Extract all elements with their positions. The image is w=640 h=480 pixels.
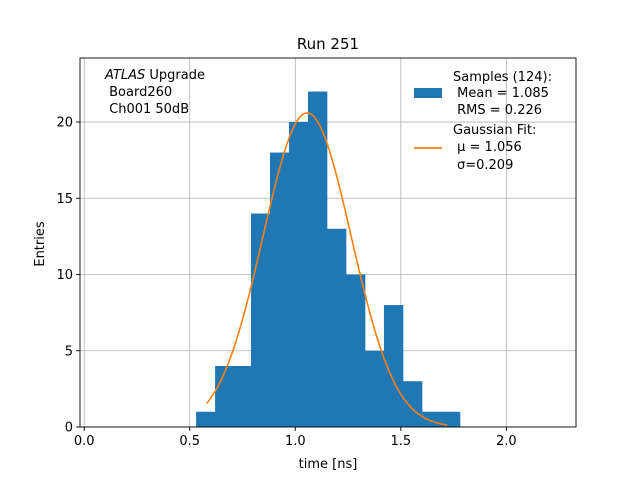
- legend-samples-title: Samples (124):: [453, 70, 552, 85]
- histogram-bar: [364, 350, 385, 427]
- histogram-bar: [307, 91, 328, 427]
- legend-samples-mean: Mean = 1.085: [453, 86, 549, 101]
- legend-fit-title: Gaussian Fit:: [453, 123, 536, 138]
- axes-frame: [79, 57, 577, 428]
- y-tick-label: 15: [56, 192, 73, 207]
- histogram-bar: [421, 411, 442, 427]
- atlas-upgrade: Upgrade: [145, 68, 205, 83]
- y-axis-label: Entries: [33, 221, 48, 267]
- histogram-bar: [326, 228, 347, 427]
- histogram-bar: [402, 381, 423, 427]
- x-axis-ticks: 0.0 0.5 1.0 1.5 2.0: [74, 427, 517, 449]
- chart-title: Run 251: [297, 35, 359, 53]
- y-tick-label: 0: [65, 421, 73, 436]
- gaussian-fit-line: [206, 112, 448, 426]
- histogram-bar: [345, 274, 366, 427]
- atlas-label: ATLAS Upgrade: [104, 68, 205, 83]
- board-label: Board260: [105, 85, 172, 100]
- x-tick-label: 2.0: [496, 434, 517, 449]
- histogram-bar: [196, 411, 216, 427]
- y-tick-label: 20: [56, 116, 73, 131]
- x-tick-label: 0.0: [74, 434, 95, 449]
- channel-label: Ch001 50dB: [105, 102, 189, 117]
- legend: Samples (124): Mean = 1.085 RMS = 0.226 …: [414, 70, 552, 173]
- y-tick-label: 5: [65, 344, 73, 359]
- legend-fit-mu: μ = 1.056: [453, 140, 522, 155]
- histogram-bar: [269, 152, 290, 428]
- histogram-bar: [440, 411, 461, 427]
- legend-samples-swatch: [414, 88, 442, 98]
- histogram-bar: [288, 122, 309, 427]
- legend-fit-sigma: σ=0.209: [457, 158, 513, 173]
- y-tick-label: 10: [56, 268, 73, 283]
- histogram-bar: [383, 305, 404, 427]
- legend-samples-rms: RMS = 0.226: [453, 103, 542, 118]
- atlas-italic: ATLAS: [104, 68, 145, 83]
- histogram-bars: [196, 91, 461, 428]
- x-tick-label: 1.5: [390, 434, 411, 449]
- histogram-bar: [234, 366, 252, 427]
- atlas-annotation: ATLAS Upgrade Board260 Ch001 50dB: [104, 68, 205, 117]
- x-tick-label: 1.0: [285, 434, 306, 449]
- x-tick-label: 0.5: [179, 434, 200, 449]
- x-axis-label: time [ns]: [299, 457, 358, 472]
- histogram-bar: [215, 366, 235, 427]
- y-axis-ticks: 0 5 10 15 20: [56, 116, 80, 436]
